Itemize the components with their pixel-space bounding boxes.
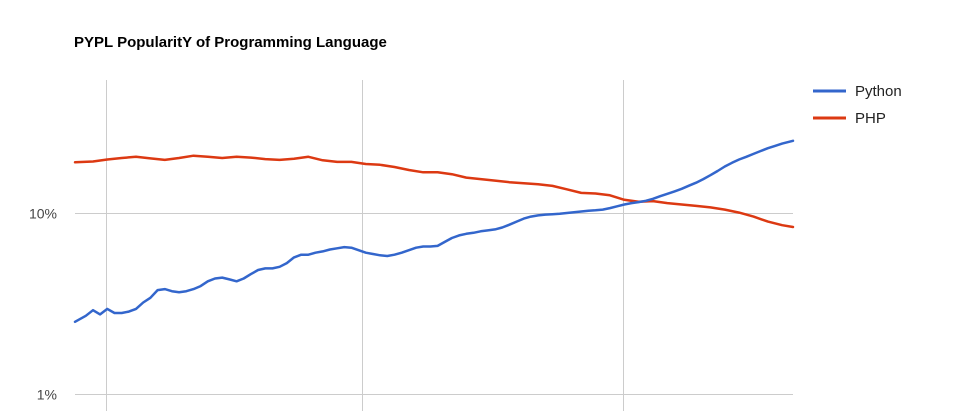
series-lines	[73, 139, 795, 324]
series-line-php	[73, 154, 795, 229]
y-tick-label: 1%	[37, 387, 57, 403]
series-line-python	[73, 139, 795, 324]
chart-title: PYPL PopularitY of Programming Language	[74, 34, 387, 51]
y-axis-tick-labels: 1% 10%	[29, 206, 57, 403]
y-tick-label: 10%	[29, 206, 57, 222]
legend: Python PHP	[813, 83, 902, 127]
legend-label-php: PHP	[855, 110, 886, 127]
grid	[75, 80, 793, 411]
legend-label-python: Python	[855, 83, 902, 100]
